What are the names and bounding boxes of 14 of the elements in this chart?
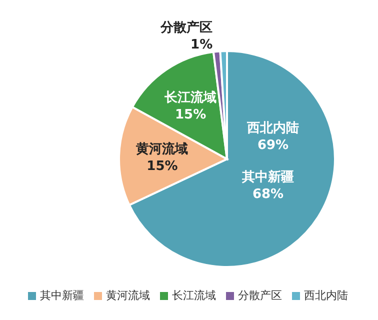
slice-label: 长江流域 (164, 89, 217, 106)
slice-label: 分散产区 (160, 19, 213, 36)
text: 西北内陆 69% (246, 121, 299, 153)
legend-label: 分散产区 (238, 289, 282, 302)
data-label: 15% (146, 158, 178, 174)
legend-label: 黄河流域 (106, 289, 150, 302)
data-label: 68% (252, 187, 284, 202)
legend-label: 西北内陆 (304, 289, 348, 302)
legend-label: 其中新疆 (40, 289, 84, 302)
slice-label: 其中新疆 (241, 169, 294, 186)
legend-label: 长江流域 (172, 289, 216, 302)
data-label: 15% (175, 107, 206, 122)
slice-label: 黄河流域 (135, 140, 188, 157)
data-label: 1% (190, 37, 213, 52)
